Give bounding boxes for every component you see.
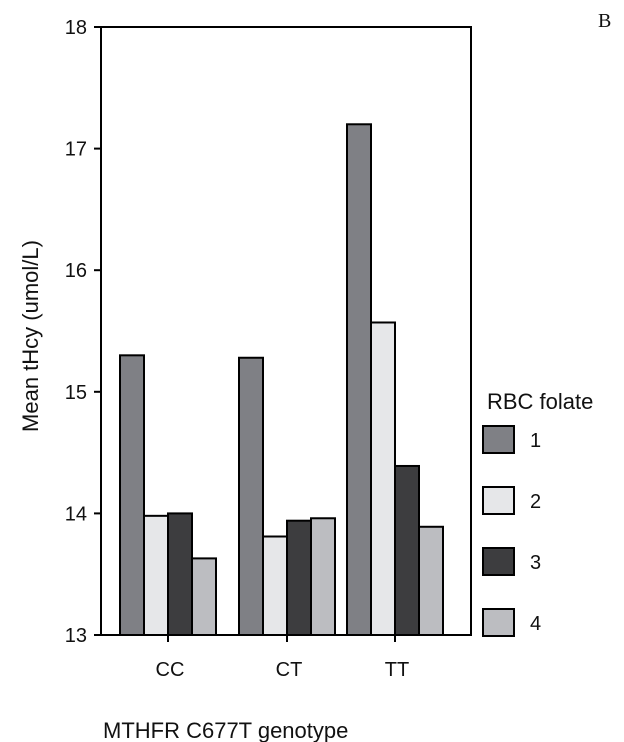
bar-cc-series-2 [143, 514, 169, 636]
y-tick-label: 15 [65, 382, 87, 404]
legend-label-3: 3 [530, 552, 541, 574]
y-tick-label: 13 [65, 625, 87, 647]
legend-swatch-1 [482, 425, 515, 454]
bar-tt-series-1 [346, 123, 372, 636]
bar-ct-series-3 [286, 519, 312, 636]
bar-ct-series-2 [262, 535, 288, 637]
bar-cc-series-3 [167, 512, 193, 637]
x-axis-label: MTHFR C677T genotype [103, 718, 348, 742]
bar-ct-series-4 [310, 517, 336, 636]
legend-title: RBC folate [487, 389, 593, 414]
bar-ct-series-1 [238, 356, 264, 636]
bar-tt-series-3 [394, 464, 420, 637]
bars-group [119, 123, 444, 637]
legend: RBC folate 1 2 3 4 [482, 389, 593, 637]
y-tick-label: 16 [65, 260, 87, 282]
legend-label-4: 4 [530, 613, 541, 635]
bar-tt-series-4 [418, 525, 444, 636]
y-tick-label: 14 [65, 503, 87, 525]
bar-cc-series-4 [191, 557, 217, 637]
bar-cc-series-1 [119, 354, 145, 636]
y-axis-label: Mean tHcy (umol/L) [18, 240, 43, 432]
legend-swatch-2 [482, 486, 515, 515]
bar-tt-series-2 [370, 321, 396, 636]
y-axis: 13 14 15 16 17 18 [65, 17, 101, 647]
legend-swatch-3 [482, 547, 515, 576]
legend-label-2: 2 [530, 491, 541, 513]
y-tick-label: 18 [65, 17, 87, 39]
legend-label-1: 1 [530, 430, 541, 452]
legend-swatch-4 [482, 608, 515, 637]
x-tick-label: CT [276, 659, 303, 681]
x-tick-label: TT [385, 659, 409, 681]
panel-label: B [598, 10, 611, 32]
y-tick-label: 17 [65, 139, 87, 161]
x-axis: CC CT TT [156, 635, 409, 681]
x-tick-label: CC [156, 659, 185, 681]
